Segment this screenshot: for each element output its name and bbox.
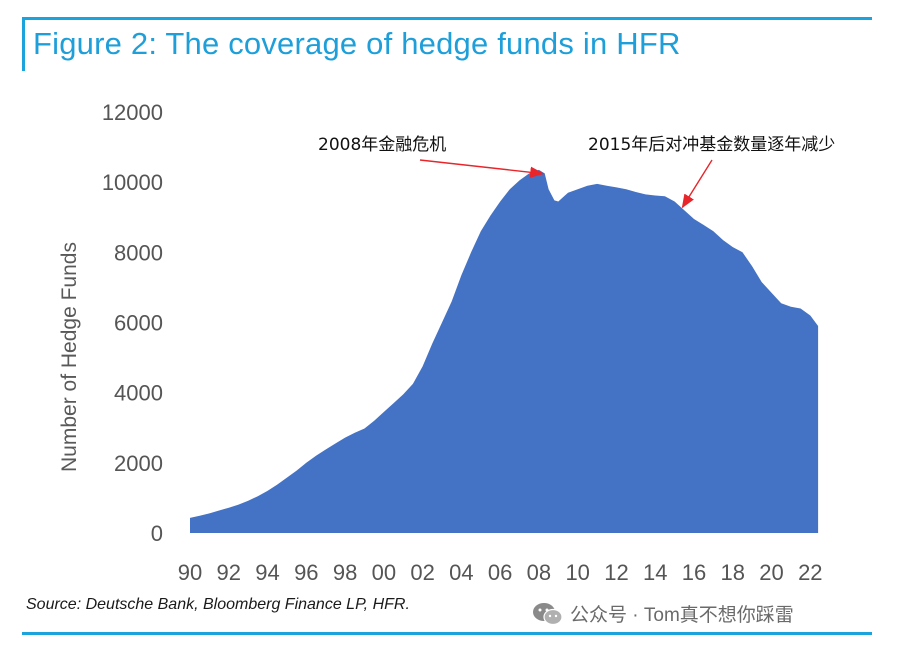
watermark-text: 公众号 · Tom真不想你踩雷 (570, 605, 794, 626)
y-tick-label: 10000 (102, 170, 163, 195)
y-tick-label: 0 (151, 521, 163, 546)
x-tick-label: 06 (488, 560, 512, 585)
x-tick-label: 08 (527, 560, 551, 585)
x-tick-label: 18 (721, 560, 745, 585)
title-accent-bar (22, 17, 25, 71)
x-tick-label: 22 (798, 560, 822, 585)
watermark: 公众号 · Tom真不想你踩雷 (532, 600, 794, 627)
annotation-label: 2008年金融危机 (318, 135, 446, 155)
figure-title: Figure 2: The coverage of hedge funds in… (33, 26, 681, 61)
top-rule (22, 17, 872, 20)
y-axis-label: Number of Hedge Funds (58, 242, 81, 472)
y-tick-label: 2000 (114, 451, 163, 476)
x-tick-label: 92 (217, 560, 241, 585)
x-tick-label: 94 (255, 560, 279, 585)
y-tick-label: 4000 (114, 381, 163, 406)
bottom-rule (22, 632, 872, 635)
x-tick-label: 98 (333, 560, 357, 585)
x-tick-label: 04 (449, 560, 473, 585)
hedge-fund-count-area (190, 169, 819, 533)
x-tick-label: 90 (178, 560, 202, 585)
y-tick-label: 8000 (114, 240, 163, 265)
x-axis-ticks: 90 92 94 96 98 00 02 04 06 08 10 12 14 16 18 20 22 (178, 560, 823, 585)
x-tick-label: 96 (294, 560, 318, 585)
source-note: Source: Deutsche Bank, Bloomberg Finance… (26, 596, 410, 613)
x-tick-label: 10 (565, 560, 589, 585)
x-tick-label: 02 (410, 560, 434, 585)
x-tick-label: 16 (682, 560, 706, 585)
x-tick-label: 14 (643, 560, 667, 585)
annotations: 2008年金融危机 2015年后对冲基金数量逐年减少 (318, 135, 835, 209)
annotation-label: 2015年后对冲基金数量逐年减少 (588, 135, 835, 155)
x-tick-label: 20 (759, 560, 783, 585)
y-axis-ticks: 0 2000 4000 6000 8000 10000 12000 (102, 100, 163, 546)
wechat-icon (533, 602, 563, 625)
y-tick-label: 12000 (102, 100, 163, 125)
x-tick-label: 00 (372, 560, 396, 585)
annotation-arrow (419, 159, 545, 178)
x-tick-label: 12 (604, 560, 628, 585)
y-tick-label: 6000 (114, 311, 163, 336)
annotation-arrow (681, 159, 713, 209)
